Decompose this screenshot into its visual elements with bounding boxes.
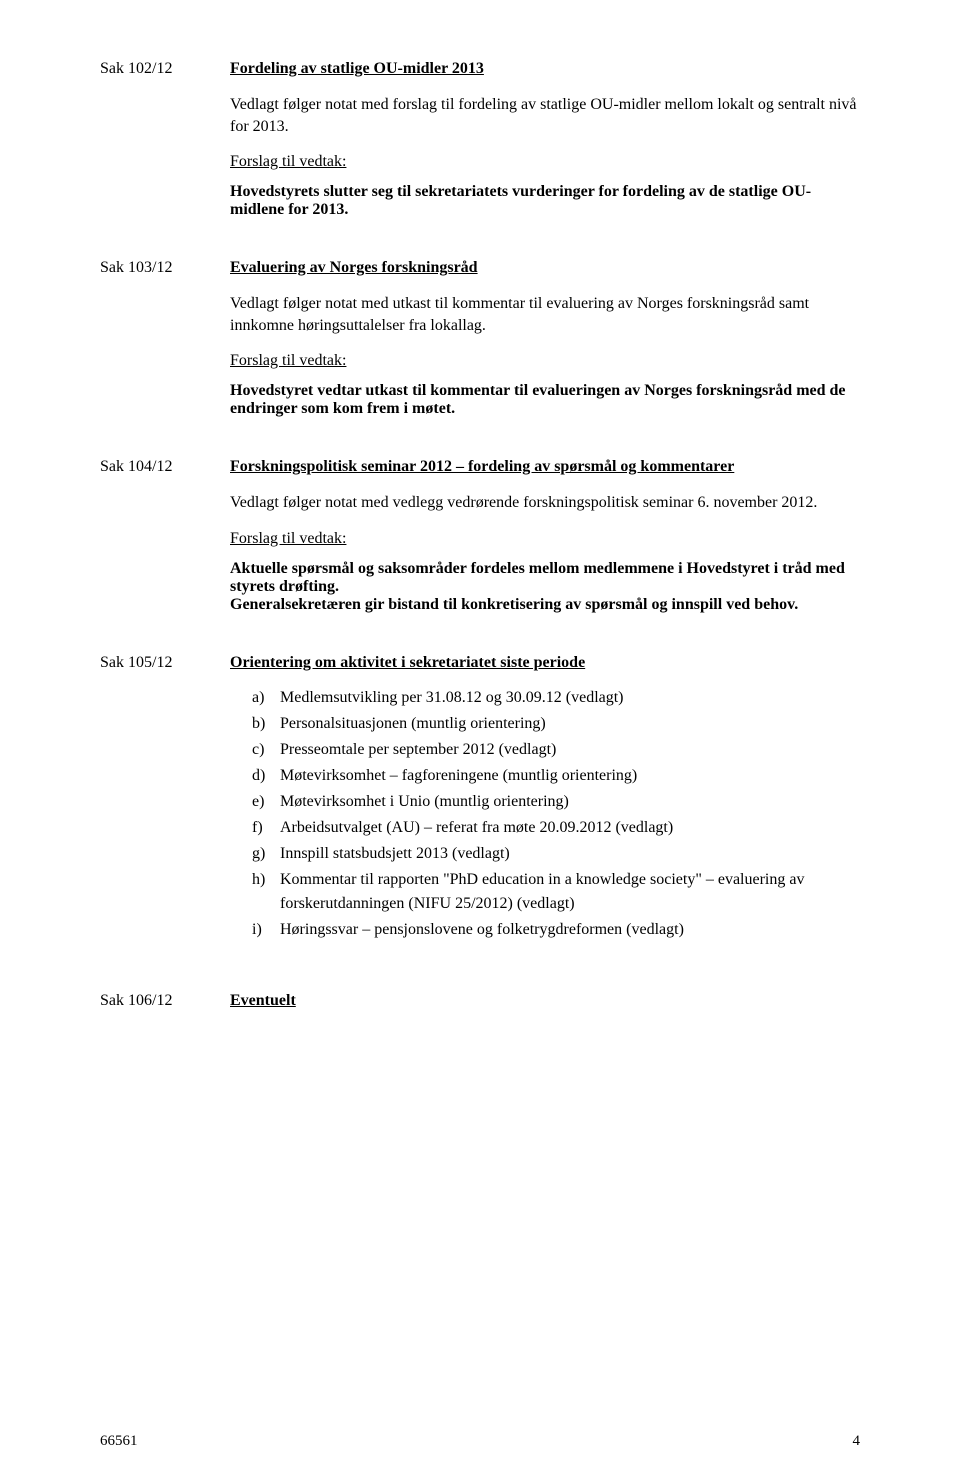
sak-104-vedtak1: Aktuelle spørsmål og saksområder fordele…	[230, 560, 860, 596]
sak-106-heading: Eventuelt	[230, 992, 860, 1010]
list-item: g)Innspill statsbudsjett 2013 (vedlagt)	[252, 842, 860, 866]
sak-103-content: Evaluering av Norges forskningsråd Vedla…	[230, 259, 860, 418]
page: Sak 102/12 Fordeling av statlige OU-midl…	[0, 0, 960, 1480]
sak-103-heading: Evaluering av Norges forskningsråd	[230, 259, 860, 277]
sak-105-heading: Orientering om aktivitet i sekretariatet…	[230, 654, 860, 672]
sak-106: Sak 106/12 Eventuelt	[100, 992, 860, 1010]
list-item-letter: g)	[252, 842, 280, 866]
sak-104-heading: Forskningspolitisk seminar 2012 – fordel…	[230, 458, 860, 476]
list-item-text: Presseomtale per september 2012 (vedlagt…	[280, 738, 556, 762]
list-item: b)Personalsituasjonen (muntlig orienteri…	[252, 712, 860, 736]
sak-102-p1: Vedlagt følger notat med forslag til for…	[230, 94, 860, 137]
list-item: a)Medlemsutvikling per 31.08.12 og 30.09…	[252, 686, 860, 710]
footer: 66561 4	[100, 1433, 860, 1450]
sak-103-ftv: Forslag til vedtak:	[230, 352, 860, 370]
sak-106-id: Sak 106/12	[100, 992, 230, 1010]
sak-102-id: Sak 102/12	[100, 60, 230, 219]
sak-104-p1: Vedlagt følger notat med vedlegg vedrøre…	[230, 492, 860, 514]
footer-left: 66561	[100, 1433, 138, 1450]
list-item-text: Møtevirksomhet – fagforeningene (muntlig…	[280, 764, 637, 788]
list-item: f)Arbeidsutvalget (AU) – referat fra møt…	[252, 816, 860, 840]
sak-102-content: Fordeling av statlige OU-midler 2013 Ved…	[230, 60, 860, 219]
sak-103-vedtak: Hovedstyret vedtar utkast til kommentar …	[230, 382, 860, 418]
list-item: c)Presseomtale per september 2012 (vedla…	[252, 738, 860, 762]
list-item-text: Personalsituasjonen (muntlig orientering…	[280, 712, 546, 736]
list-item: d)Møtevirksomhet – fagforeningene (muntl…	[252, 764, 860, 788]
list-item-text: Medlemsutvikling per 31.08.12 og 30.09.1…	[280, 686, 624, 710]
sak-106-content: Eventuelt	[230, 992, 860, 1010]
sak-102-ftv: Forslag til vedtak:	[230, 153, 860, 171]
list-item-letter: f)	[252, 816, 280, 840]
list-item-letter: a)	[252, 686, 280, 710]
list-item: e)Møtevirksomhet i Unio (muntlig oriente…	[252, 790, 860, 814]
sak-104-id: Sak 104/12	[100, 458, 230, 614]
sak-102-vedtak: Hovedstyrets slutter seg til sekretariat…	[230, 183, 860, 219]
list-item: i)Høringssvar – pensjonslovene og folket…	[252, 918, 860, 942]
sak-104-ftv: Forslag til vedtak:	[230, 530, 860, 548]
list-item-text: Høringssvar – pensjonslovene og folketry…	[280, 918, 684, 942]
list-item: h)Kommentar til rapporten "PhD education…	[252, 868, 860, 916]
sak-104-vedtak2: Generalsekretæren gir bistand til konkre…	[230, 596, 860, 614]
sak-104: Sak 104/12 Forskningspolitisk seminar 20…	[100, 458, 860, 614]
list-item-letter: b)	[252, 712, 280, 736]
sak-105: Sak 105/12 Orientering om aktivitet i se…	[100, 654, 860, 944]
list-item-text: Arbeidsutvalget (AU) – referat fra møte …	[280, 816, 673, 840]
sak-102: Sak 102/12 Fordeling av statlige OU-midl…	[100, 60, 860, 219]
sak-102-heading: Fordeling av statlige OU-midler 2013	[230, 60, 860, 78]
sak-103-p1: Vedlagt følger notat med utkast til komm…	[230, 293, 860, 336]
footer-right: 4	[853, 1433, 861, 1450]
list-item-letter: h)	[252, 868, 280, 916]
sak-105-list: a)Medlemsutvikling per 31.08.12 og 30.09…	[230, 686, 860, 942]
sak-103-id: Sak 103/12	[100, 259, 230, 418]
sak-103: Sak 103/12 Evaluering av Norges forsknin…	[100, 259, 860, 418]
list-item-letter: e)	[252, 790, 280, 814]
list-item-letter: d)	[252, 764, 280, 788]
sak-104-content: Forskningspolitisk seminar 2012 – fordel…	[230, 458, 860, 614]
sak-105-content: Orientering om aktivitet i sekretariatet…	[230, 654, 860, 944]
list-item-letter: c)	[252, 738, 280, 762]
list-item-text: Kommentar til rapporten "PhD education i…	[280, 868, 860, 916]
sak-105-id: Sak 105/12	[100, 654, 230, 944]
list-item-letter: i)	[252, 918, 280, 942]
list-item-text: Møtevirksomhet i Unio (muntlig orienteri…	[280, 790, 569, 814]
list-item-text: Innspill statsbudsjett 2013 (vedlagt)	[280, 842, 510, 866]
